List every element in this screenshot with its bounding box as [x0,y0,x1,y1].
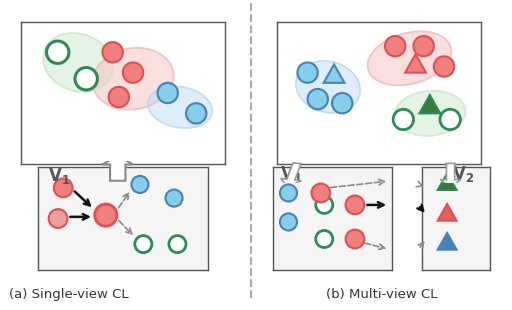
Circle shape [47,41,69,64]
Circle shape [158,83,178,103]
Circle shape [169,236,186,253]
Circle shape [316,231,333,247]
Circle shape [308,89,328,109]
Ellipse shape [93,48,174,110]
Circle shape [165,189,183,207]
Circle shape [95,204,117,226]
Polygon shape [438,204,457,221]
Circle shape [54,179,73,197]
Circle shape [346,230,365,248]
Circle shape [316,197,333,213]
Circle shape [311,184,330,202]
Circle shape [393,109,414,130]
Polygon shape [438,233,457,250]
Text: (a) Single-view CL: (a) Single-view CL [9,288,129,301]
Circle shape [123,62,143,83]
Circle shape [440,109,460,130]
Circle shape [346,196,365,214]
Text: $\mathbf{V_2}$: $\mathbf{V_2}$ [452,164,474,184]
Ellipse shape [43,33,113,92]
Circle shape [75,68,97,90]
Circle shape [332,93,352,113]
Circle shape [102,42,123,62]
Circle shape [280,213,297,231]
Polygon shape [405,54,426,73]
Circle shape [135,236,152,253]
Circle shape [49,209,68,228]
Ellipse shape [147,86,212,128]
Ellipse shape [296,61,360,113]
Circle shape [186,103,206,124]
Circle shape [109,87,129,107]
FancyArrow shape [281,163,301,187]
Ellipse shape [368,31,451,85]
Text: $\mathbf{V_1}$: $\mathbf{V_1}$ [48,166,70,186]
Circle shape [385,36,406,56]
Circle shape [434,56,454,77]
FancyArrow shape [102,156,133,181]
Circle shape [132,176,148,193]
Polygon shape [438,173,457,190]
Polygon shape [419,95,440,113]
Polygon shape [324,64,345,83]
Text: (b) Multi-view CL: (b) Multi-view CL [326,288,437,301]
Circle shape [414,36,434,56]
Ellipse shape [394,91,465,136]
Text: $\mathbf{V_1}$: $\mathbf{V_1}$ [280,164,302,184]
Circle shape [280,184,297,202]
FancyArrow shape [440,163,461,187]
Circle shape [297,62,318,83]
